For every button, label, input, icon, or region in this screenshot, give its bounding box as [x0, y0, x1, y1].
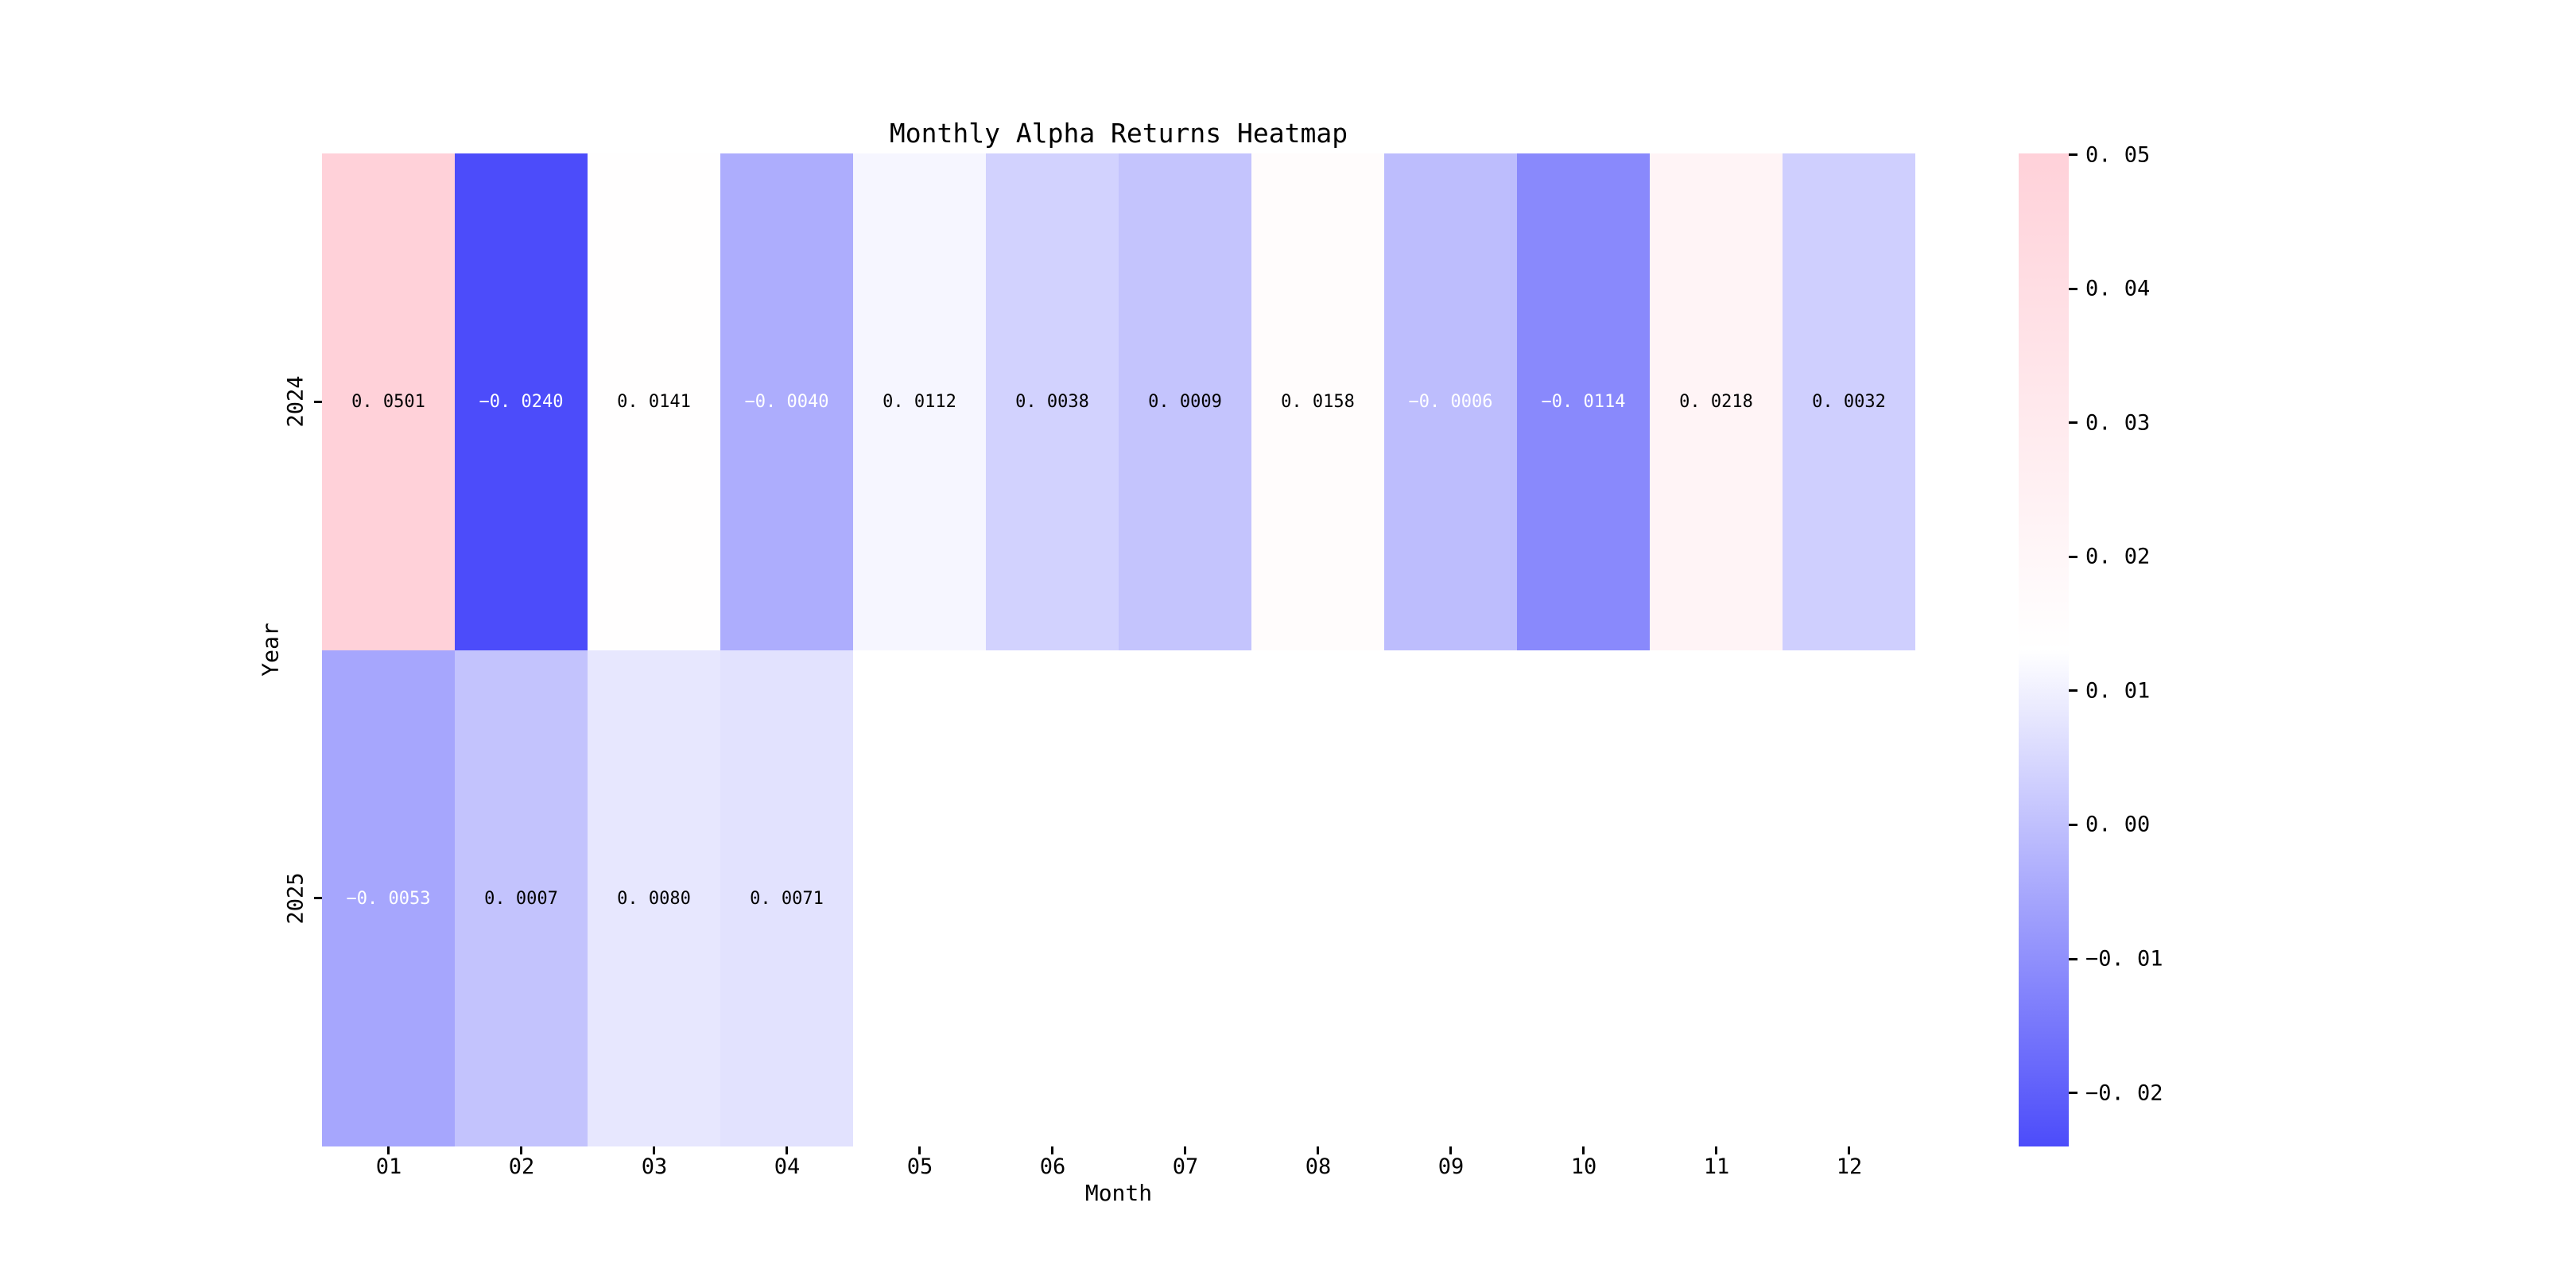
y-axis-label: Year: [257, 623, 284, 677]
colorbar-tick-label: −0. 02: [2085, 1080, 2163, 1106]
colorbar-tick: [2069, 958, 2077, 960]
colorbar-tick-label: 0. 00: [2085, 812, 2151, 837]
cell-value-label: 0. 0038: [1015, 392, 1089, 412]
x-axis-tick: [1582, 1146, 1585, 1154]
x-axis-tick-label: 12: [1836, 1154, 1863, 1179]
heatmap-cell: 0. 0112: [853, 153, 986, 650]
x-axis-tick-label: 10: [1570, 1154, 1597, 1179]
x-axis-tick: [1449, 1146, 1452, 1154]
heatmap-cell: 0. 0071: [720, 650, 853, 1146]
cell-value-label: 0. 0112: [883, 392, 956, 412]
x-axis-tick: [387, 1146, 390, 1154]
cell-value-label: −0. 0114: [1541, 392, 1626, 412]
heatmap-cell: 0. 0158: [1251, 153, 1384, 650]
cell-value-label: 0. 0009: [1148, 392, 1222, 412]
x-axis-tick: [1848, 1146, 1850, 1154]
x-axis-tick: [653, 1146, 655, 1154]
colorbar-tick-label: −0. 01: [2085, 946, 2163, 972]
heatmap-cell: 0. 0501: [322, 153, 455, 650]
cell-value-label: −0. 0053: [346, 888, 431, 909]
cell-value-label: 0. 0501: [351, 392, 425, 412]
x-axis-tick-label: 01: [375, 1154, 402, 1179]
colorbar-tick: [2069, 1092, 2077, 1094]
cell-value-label: 0. 0158: [1281, 392, 1355, 412]
cell-value-label: 0. 0007: [484, 888, 558, 909]
x-axis-tick-label: 07: [1172, 1154, 1199, 1179]
cell-value-label: 0. 0141: [617, 392, 691, 412]
y-axis-tick-label: 2024: [283, 375, 308, 428]
x-axis-tick: [786, 1146, 788, 1154]
colorbar-tick-label: 0. 05: [2085, 142, 2151, 168]
x-axis-tick-label: 06: [1039, 1154, 1066, 1179]
colorbar-tick-label: 0. 03: [2085, 410, 2151, 436]
cell-value-label: 0. 0218: [1679, 392, 1753, 412]
colorbar-tick: [2069, 556, 2077, 558]
cell-value-label: −0. 0240: [479, 392, 564, 412]
x-axis-label: Month: [1084, 1180, 1153, 1206]
colorbar-tick: [2069, 153, 2077, 156]
x-axis-tick: [1317, 1146, 1319, 1154]
cell-value-label: −0. 0040: [744, 392, 829, 412]
heatmap-cell: 0. 0007: [455, 650, 588, 1146]
x-axis-tick-label: 05: [906, 1154, 933, 1179]
heatmap-cell: 0. 0141: [588, 153, 720, 650]
x-axis-tick-label: 04: [774, 1154, 801, 1179]
chart-title: Monthly Alpha Returns Heatmap: [889, 118, 1348, 149]
x-axis-tick-label: 09: [1437, 1154, 1465, 1179]
x-axis-tick: [520, 1146, 522, 1154]
x-axis-tick-label: 02: [508, 1154, 535, 1179]
heatmap-cell: 0. 0080: [588, 650, 720, 1146]
colorbar-tick-label: 0. 02: [2085, 544, 2151, 569]
cell-value-label: 0. 0032: [1812, 392, 1886, 412]
heatmap-cell: 0. 0218: [1650, 153, 1783, 650]
heatmap-cell: 0. 0032: [1783, 153, 1915, 650]
heatmap-cell: −0. 0006: [1384, 153, 1517, 650]
colorbar-tick-label: 0. 04: [2085, 276, 2151, 301]
heatmap-cell: −0. 0240: [455, 153, 588, 650]
heatmap-cell: −0. 0053: [322, 650, 455, 1146]
heatmap-cell: 0. 0038: [986, 153, 1119, 650]
x-axis-tick: [1184, 1146, 1186, 1154]
cell-value-label: 0. 0080: [617, 888, 691, 909]
y-axis-tick-label: 2025: [283, 872, 308, 925]
colorbar-tick: [2069, 824, 2077, 826]
cell-value-label: 0. 0071: [750, 888, 824, 909]
x-axis-tick-label: 08: [1305, 1154, 1332, 1179]
x-axis-tick: [918, 1146, 921, 1154]
x-axis-tick: [1715, 1146, 1717, 1154]
colorbar-tick: [2069, 689, 2077, 692]
colorbar-tick: [2069, 288, 2077, 290]
x-axis-tick-label: 03: [641, 1154, 668, 1179]
y-axis-tick: [314, 401, 322, 403]
colorbar-tick-label: 0. 01: [2085, 678, 2151, 704]
x-axis-tick-label: 11: [1703, 1154, 1730, 1179]
colorbar-tick: [2069, 421, 2077, 424]
heatmap-cell: 0. 0009: [1119, 153, 1251, 650]
cell-value-label: −0. 0006: [1408, 392, 1493, 412]
y-axis-tick: [314, 897, 322, 899]
heatmap-plot: 0. 0501 −0. 0240 0. 0141 −0. 0040 0. 0112 0. …: [322, 153, 1915, 1146]
x-axis-tick: [1051, 1146, 1053, 1154]
colorbar: [2019, 153, 2069, 1146]
heatmap-cell: −0. 0114: [1517, 153, 1650, 650]
heatmap-cell: −0. 0040: [720, 153, 853, 650]
